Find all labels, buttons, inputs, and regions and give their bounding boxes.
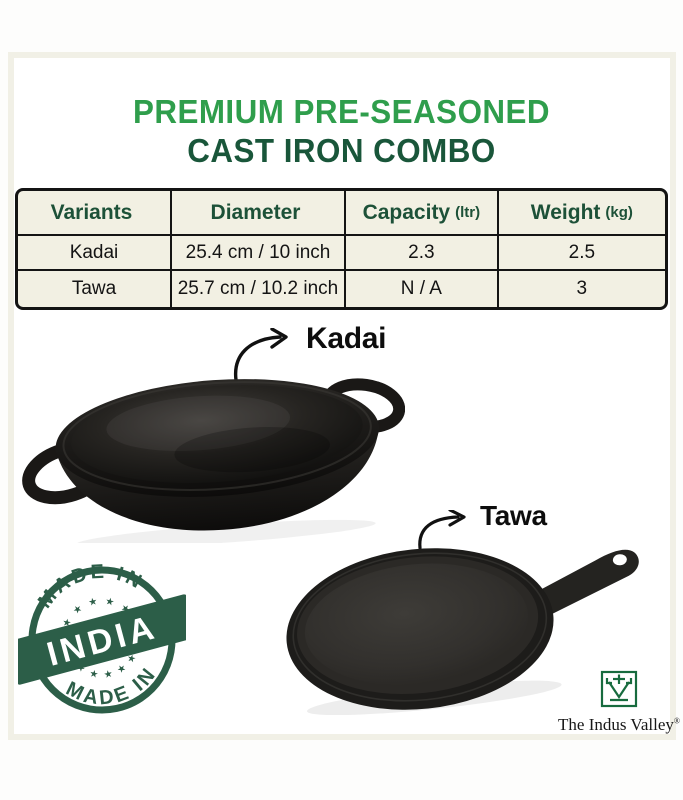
page-title: PREMIUM PRE-SEASONED CAST IRON COMBO (0, 94, 683, 168)
header-label: Weight (530, 200, 601, 224)
header-label: Diameter (210, 200, 301, 224)
header-label: Variants (50, 200, 133, 224)
title-line-1: PREMIUM PRE-SEASONED (132, 93, 551, 130)
registered-mark: ® (673, 716, 680, 726)
tawa-arrow-icon (418, 510, 466, 550)
header-capacity: Capacity (ltr) (346, 191, 499, 236)
header-diameter: Diameter (171, 191, 347, 236)
row-kadai-variant: Kadai (18, 236, 172, 271)
header-unit: (kg) (605, 204, 633, 221)
tawa-label: Tawa (480, 500, 547, 531)
kadai-photo (22, 378, 405, 543)
brand-name: The Indus Valley® (555, 715, 683, 735)
made-in-india-stamp: MADE IN MADE IN ★ ★ ★ ★ ★ ★ ★ ★ ★ ★ INDI… (18, 556, 186, 719)
tawa-photo (286, 548, 639, 715)
indus-valley-logo: The Indus Valley® (555, 670, 683, 735)
title-line-2: CAST IRON COMBO (187, 131, 496, 169)
row-kadai-weight: 2.5 (498, 236, 665, 271)
row-tawa-weight: 3 (576, 278, 588, 299)
kadai-label: Kadai (306, 322, 387, 355)
header-unit: (ltr) (455, 204, 481, 221)
brand-name-text: The Indus Valley (558, 715, 674, 734)
row-kadai-diameter: 25.4 cm / 10 inch (171, 236, 347, 271)
header-weight: Weight (kg) (498, 191, 665, 236)
header-variants: Variants (18, 191, 172, 236)
header-label: Capacity (362, 200, 451, 224)
spec-table: Variants Diameter Capacity (ltr) Weight … (15, 188, 668, 310)
row-tawa-capacity: N / A (346, 271, 499, 307)
row-kadai-capacity: 2.3 (346, 236, 499, 271)
indus-valley-emblem-icon (600, 670, 638, 708)
row-tawa-variant: Tawa (18, 271, 172, 307)
kadai-arrow-icon (233, 328, 288, 382)
row-tawa-diameter: 25.7 cm / 10.2 inch (172, 271, 347, 307)
stamp-banner (18, 594, 186, 685)
